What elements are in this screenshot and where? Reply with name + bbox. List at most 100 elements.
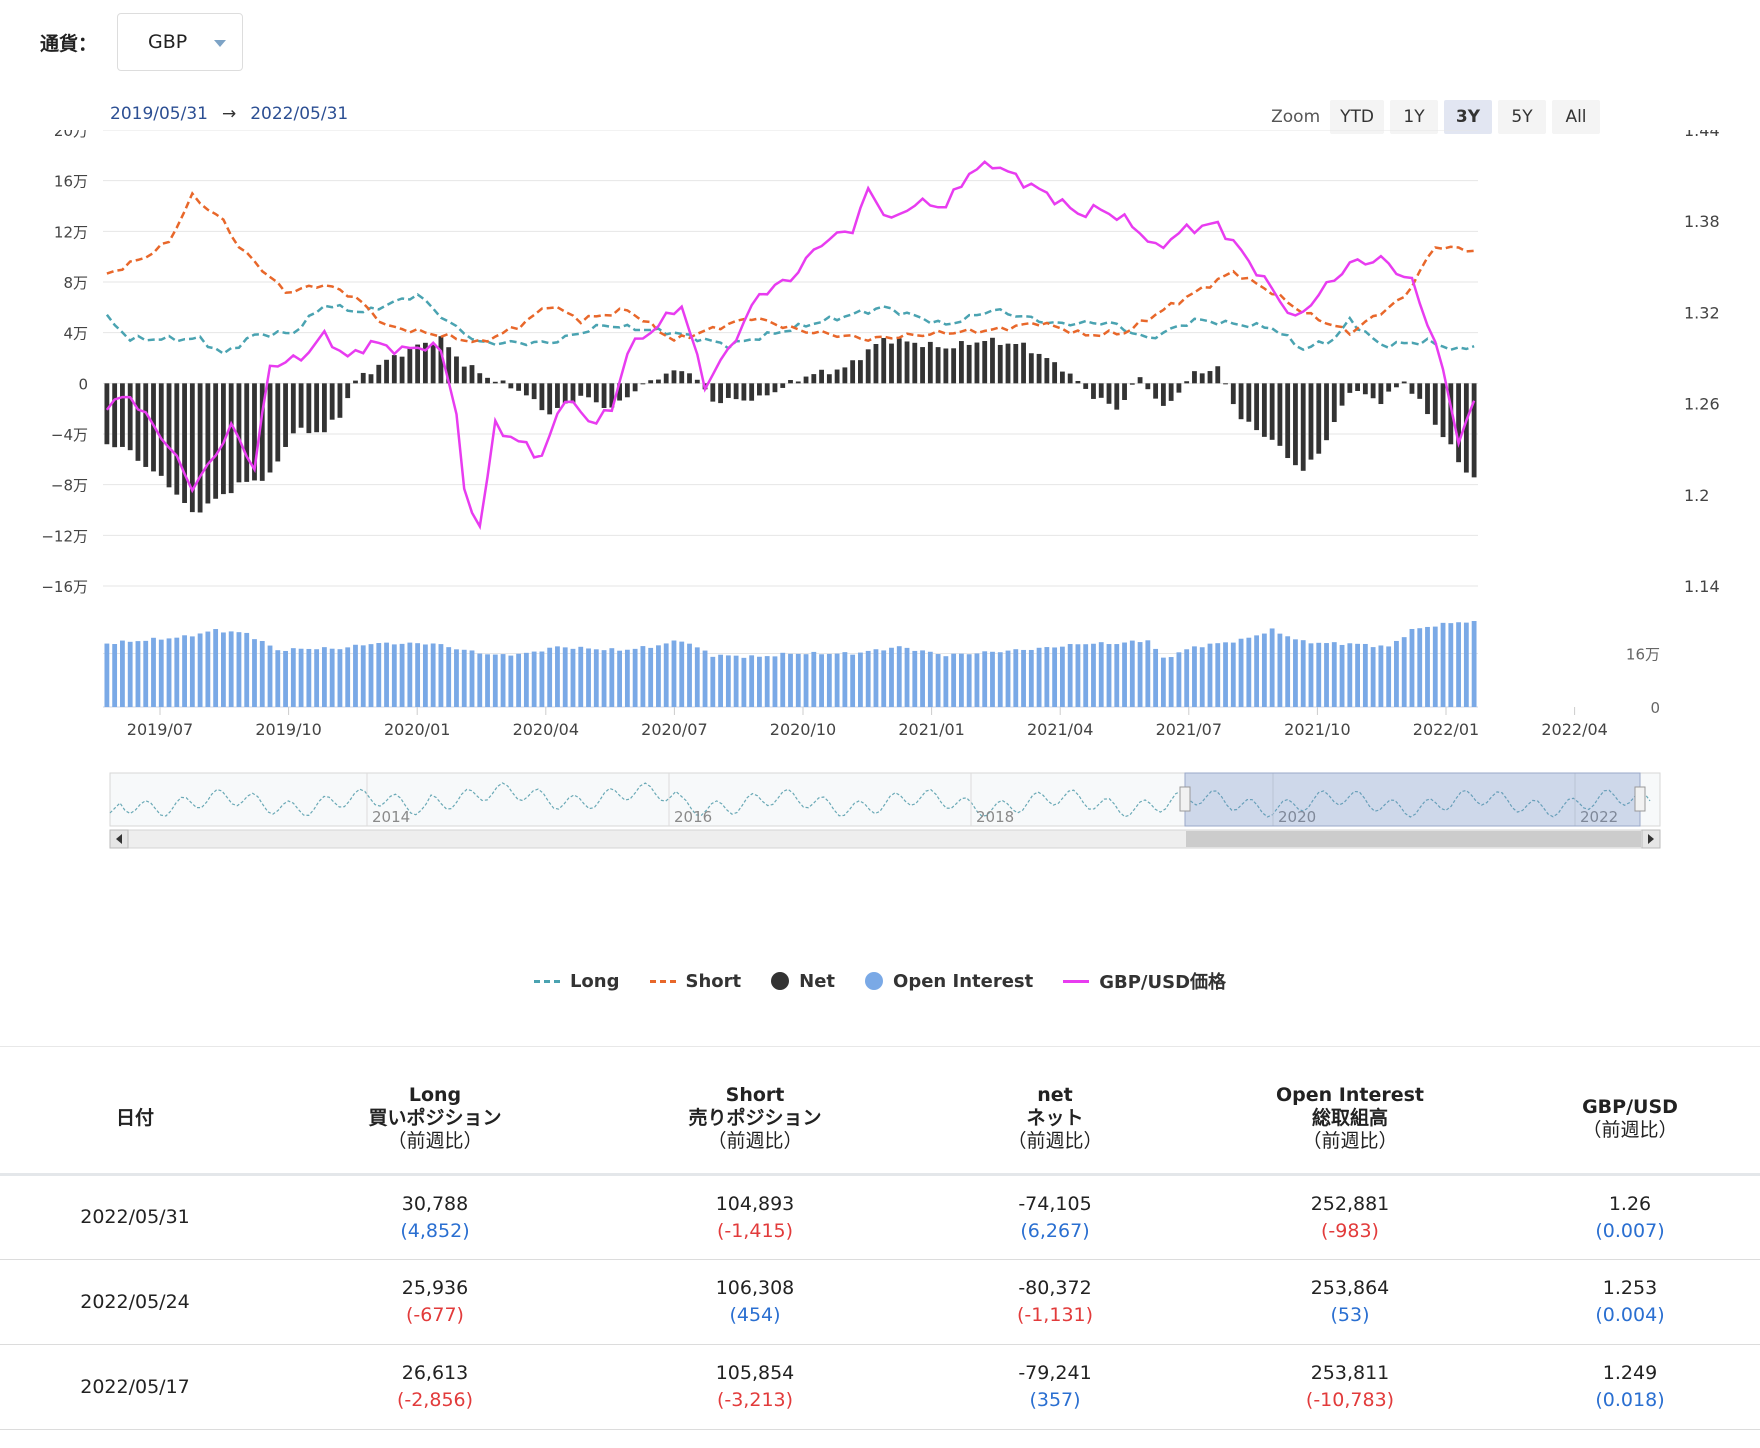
net-bar <box>1293 383 1298 466</box>
zoom-1y-button[interactable]: 1Y <box>1390 100 1438 134</box>
net-bar <box>368 374 374 384</box>
zoom-all-button[interactable]: All <box>1552 100 1600 134</box>
oi-bar <box>920 650 925 707</box>
oi-bar <box>259 640 265 707</box>
oi-bar <box>1409 628 1415 707</box>
net-bar <box>1052 362 1058 384</box>
oi-bar <box>1471 621 1477 707</box>
net-bar <box>671 370 677 384</box>
net-bar <box>244 383 250 482</box>
net-bar <box>345 383 351 399</box>
oi-bar <box>1425 626 1430 707</box>
net-bar <box>718 383 723 404</box>
net-bar <box>920 347 925 384</box>
x-axis-label: 2021/07 <box>1156 720 1222 739</box>
net-bar <box>1160 383 1166 406</box>
net-bar <box>842 367 848 384</box>
oi-bar <box>1417 628 1423 707</box>
net-bar <box>593 383 599 403</box>
oi-bar <box>1246 637 1252 707</box>
net-bar <box>850 360 856 384</box>
net-bar <box>663 373 669 384</box>
oi-bar <box>112 644 118 707</box>
cell-oi: 253,864 (53) <box>1200 1259 1500 1345</box>
net-bar <box>982 341 988 384</box>
oi-bar <box>1386 646 1392 707</box>
oi-bar <box>127 641 133 707</box>
oi-bar <box>1145 640 1151 707</box>
legend-long[interactable]: Long <box>533 968 620 994</box>
oi-bar <box>694 647 700 707</box>
price-line <box>105 160 1476 531</box>
currency-label: 通貨： <box>40 32 98 55</box>
cell-price: 1.253 (0.004) <box>1500 1259 1760 1345</box>
oi-bar <box>1028 649 1034 707</box>
oi-bar <box>1075 644 1081 707</box>
legend-price[interactable]: GBP/USD価格 <box>1063 968 1226 994</box>
oi-bar <box>1153 648 1159 707</box>
net-bar <box>912 342 918 384</box>
range-to[interactable]: 2022/05/31 <box>250 104 349 124</box>
cell-oi: 253,811 (-10,783) <box>1200 1344 1500 1430</box>
net-bar <box>656 379 661 384</box>
net-bar <box>321 383 327 433</box>
net-bar <box>904 341 910 384</box>
oi-bar <box>632 648 638 707</box>
oi-bar <box>951 653 957 707</box>
net-bar <box>1114 383 1120 410</box>
legend-net[interactable]: Net <box>771 968 835 994</box>
oi-bar <box>407 642 413 707</box>
net-bar <box>189 383 195 513</box>
oi-bar <box>570 648 576 707</box>
net-bar <box>1145 383 1151 390</box>
net-bar <box>298 383 304 428</box>
net-bar <box>1316 383 1322 454</box>
right-axis-label: 1.26 <box>1684 395 1720 414</box>
net-bar <box>601 383 607 408</box>
oi-bar <box>151 637 156 707</box>
oi-bar <box>143 640 149 707</box>
net-bar <box>127 383 133 451</box>
oi-bar <box>1098 642 1104 707</box>
oi-bar <box>236 632 242 707</box>
oi-bar <box>1440 622 1446 707</box>
oi-bar <box>508 655 514 707</box>
left-axis-label: −4万 <box>51 426 88 444</box>
cell-short: 105,854 (-3,213) <box>600 1344 910 1430</box>
x-axis-label: 2022/04 <box>1541 720 1607 739</box>
oi-bar <box>826 653 832 707</box>
net-bar <box>1463 383 1469 473</box>
range-from[interactable]: 2019/05/31 <box>110 104 208 124</box>
cell-net: -74,105 (6,267) <box>910 1174 1200 1260</box>
cell-short: 104,893 (-1,415) <box>600 1174 910 1260</box>
oi-bar <box>283 650 288 707</box>
x-axis-label: 2022/01 <box>1413 720 1479 739</box>
oi-bar <box>1254 635 1260 707</box>
legend-short[interactable]: Short <box>649 968 741 994</box>
legend-oi[interactable]: Open Interest <box>865 968 1033 994</box>
net-bar <box>384 359 389 384</box>
net-bar <box>1456 383 1461 463</box>
navigator-series <box>109 782 1651 818</box>
zoom-3y-button[interactable]: 3Y <box>1444 100 1492 134</box>
zoom-5y-button[interactable]: 5Y <box>1498 100 1546 134</box>
net-bar <box>547 383 553 415</box>
oi-bar <box>384 642 389 707</box>
currency-dropdown[interactable]: GBP <box>117 13 244 71</box>
oi-bar <box>360 645 366 707</box>
cell-net: -79,241 (357) <box>910 1344 1200 1430</box>
oi-bar <box>733 655 739 707</box>
net-bar <box>1176 383 1182 393</box>
net-bar <box>1129 383 1135 385</box>
oi-bar <box>881 650 887 707</box>
oi-bar <box>889 647 894 707</box>
net-bar <box>1324 383 1329 441</box>
oi-bar <box>368 644 374 707</box>
oi-bar <box>1013 649 1019 707</box>
net-bar <box>974 342 980 384</box>
left-axis-label: 20万 <box>54 130 88 140</box>
net-bar <box>873 344 879 384</box>
zoom-ytd-button[interactable]: YTD <box>1330 100 1384 134</box>
oi-bar <box>1316 642 1322 707</box>
net-bar <box>788 380 793 384</box>
